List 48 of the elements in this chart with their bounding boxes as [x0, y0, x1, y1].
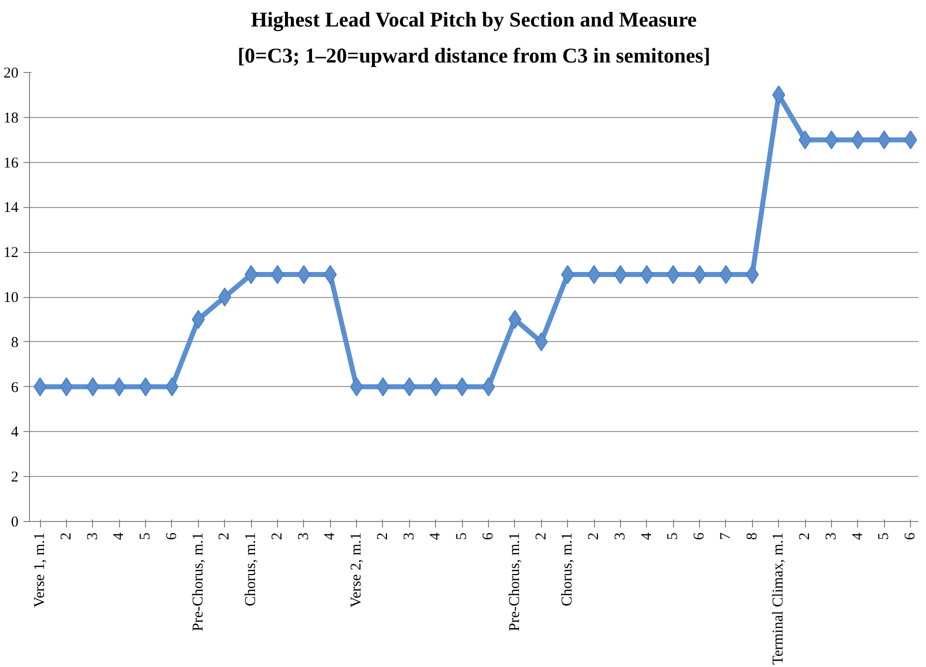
x-tick-label: Pre-Chorus, m.1 — [190, 532, 206, 632]
x-tick-label: 6 — [902, 532, 919, 540]
x-tick-label: 3 — [84, 532, 101, 540]
x-tick-label: 5 — [138, 532, 154, 540]
y-tick-label: 12 — [4, 245, 18, 262]
x-tick-label: 4 — [322, 532, 338, 540]
x-tick-label: 2 — [269, 532, 286, 540]
x-tick-label: 5 — [876, 532, 892, 540]
y-tick-label: 10 — [4, 290, 18, 306]
x-tick-label: Terminal Climax, m.1 — [770, 532, 787, 665]
y-tick-label: 6 — [11, 380, 19, 396]
x-tick-label: 3 — [612, 532, 628, 540]
x-tick-label: Verse 2, m.1 — [348, 532, 365, 608]
x-tick-label: Verse 1, m.1 — [32, 532, 48, 608]
x-tick-label: 2 — [533, 532, 550, 540]
y-tick-label: 18 — [4, 110, 18, 126]
x-tick-label: 3 — [296, 532, 312, 540]
y-tick-label: 8 — [11, 334, 18, 351]
x-tick-label: 4 — [638, 532, 655, 540]
x-tick-label: 5 — [665, 532, 682, 540]
x-tick-label: 5 — [454, 532, 470, 540]
y-tick-label: 0 — [11, 514, 18, 530]
x-tick-label: 8 — [744, 532, 760, 540]
x-tick-label: 4 — [111, 532, 128, 540]
x-tick-label: 7 — [718, 532, 734, 540]
x-tick-label: Chorus, m.1 — [243, 532, 260, 606]
y-tick-label: 4 — [11, 424, 19, 441]
x-tick-label: 6 — [164, 532, 180, 540]
x-tick-label: 6 — [692, 532, 708, 540]
x-tick-label: 3 — [823, 532, 840, 540]
point — [218, 288, 232, 306]
x-tick-label: 2 — [586, 532, 602, 540]
x-tick-label: 6 — [480, 532, 497, 540]
y-tick-label: 20 — [4, 66, 18, 82]
x-tick-label: 3 — [401, 532, 418, 540]
x-tick-label: 4 — [428, 532, 444, 540]
chart-title: Highest Lead Vocal Pitch by Section and Measure — [250, 8, 697, 32]
x-tick-label: 2 — [374, 532, 391, 540]
x-tick-label: 2 — [216, 532, 233, 540]
x-tick-label: 2 — [58, 532, 74, 540]
x-tick-label: 2 — [797, 532, 814, 540]
x-tick-label: Pre-Chorus, m.1 — [506, 532, 523, 632]
y-tick-label: 14 — [4, 200, 19, 216]
x-tick-label: 4 — [850, 532, 866, 540]
chart-subtitle: [0=C3; 1–20=upward distance from C3 in semitones] — [238, 44, 710, 68]
y-tick-label: 2 — [11, 470, 18, 486]
x-tick-label: Chorus, m.1 — [560, 532, 576, 606]
y-tick-label: 16 — [4, 155, 19, 172]
